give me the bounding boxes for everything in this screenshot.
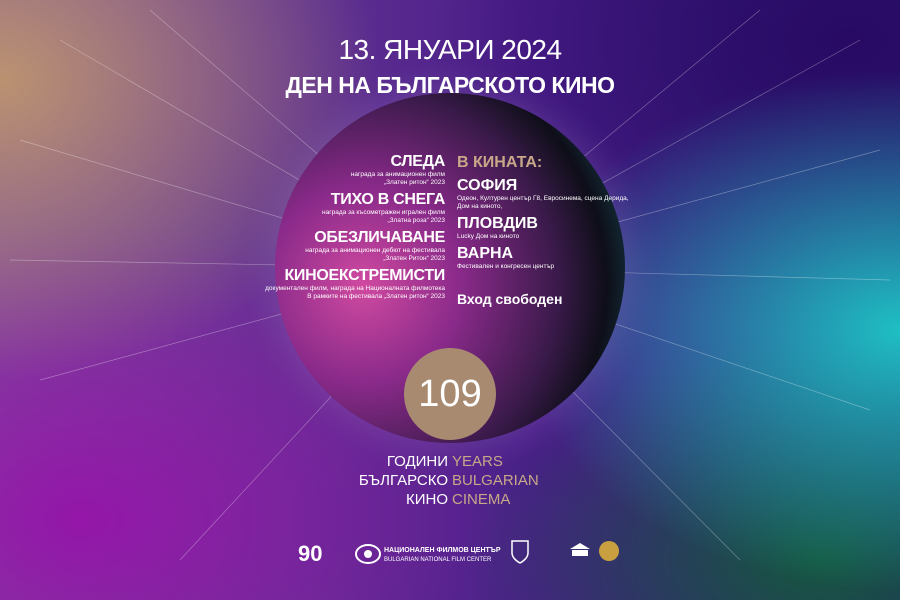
nfc-icon [355, 544, 381, 564]
date: 13. ЯНУАРИ 2024 [338, 34, 562, 65]
film: СЛЕДА награда за анимационен филм „Златен … [205, 153, 445, 187]
film: КИНОЕКСТРЕМИСТИ документален филм, наград… [205, 267, 445, 301]
cinema-heading: В КИНАТА: [457, 154, 543, 171]
film-note: „Златен Ритон“ 2023 [383, 255, 445, 262]
film-title: ТИХО В СНЕГА [330, 191, 446, 208]
anniversary-en: YEARS BULGARIAN CINEMA [452, 452, 539, 509]
city-logo [599, 541, 619, 561]
word-en: CINEMA [452, 491, 511, 508]
city: ВАРНА Фестивален и конгресен център [457, 245, 677, 271]
film-note: В рамките на фестивала „Златен ритон“ 20… [307, 293, 445, 300]
anniversary-bg: ГОДИНИ БЪЛГАРСКО КИНО [359, 452, 448, 509]
city: СОФИЯ Одеон, Културен център Г8, Евросине… [457, 177, 677, 211]
film-title: ОБЕЗЛИЧАВАНЕ [314, 229, 445, 246]
film-title: КИНОЕКСТРЕМИСТИ [284, 267, 445, 284]
word-bg: БЪЛГАРСКО [358, 472, 448, 489]
city-name: ПЛОВДИВ [457, 215, 538, 232]
film-note: „Златен ритон“ 2023 [383, 179, 445, 186]
city-name: СОФИЯ [457, 177, 518, 194]
nfc-bg: НАЦИОНАЛЕН ФИЛМОВ ЦЕНТЪР [384, 547, 501, 554]
film-title: СЛЕДА [390, 153, 445, 170]
film-list: СЛЕДА награда за анимационен филм „Златен … [205, 153, 445, 305]
logo-90: 90 [298, 541, 323, 566]
film: ТИХО В СНЕГА награда за късометражен игра… [205, 191, 445, 225]
film-note: награда за късометражен игрален филм [322, 209, 445, 216]
word-en: BULGARIAN [452, 472, 539, 489]
film-note: „Златна роза“ 2023 [387, 217, 445, 224]
word-en: YEARS [452, 453, 503, 470]
anniversary-badge: 109 [404, 348, 496, 440]
film-note: награда за анимационен филм [350, 171, 445, 178]
city: ПЛОВДИВ Lucky Дом на киното [457, 215, 677, 241]
title: ДЕН НА БЪЛГАРСКОТО КИНО [285, 72, 615, 98]
word-bg: ГОДИНИ [386, 453, 448, 470]
city-venues: Одеон, Културен център Г8, Евросинема, с… [457, 195, 629, 202]
cinema-list: В КИНАТА: СОФИЯ Одеон, Културен център Г8… [457, 153, 677, 307]
nfc-en: BULGARIAN NATIONAL FILM CENTER [384, 557, 492, 563]
sofia-crest [511, 540, 529, 564]
film-note: документален филм, награда на Национална… [265, 285, 445, 292]
city-venues: Фестивален и конгресен център [457, 263, 555, 270]
free-entry: Вход свободен [457, 291, 563, 307]
word-bg: КИНО [405, 491, 448, 508]
city-venues: Lucky Дом на киното [457, 233, 520, 240]
city-venues: Дом на киното, [457, 203, 503, 210]
cities: СОФИЯ Одеон, Културен център Г8, Евросине… [457, 177, 677, 271]
logos: 90 НАЦИОНАЛЕН ФИЛМОВ ЦЕНТЪР BULGARIAN NA… [0, 535, 900, 575]
city-name: ВАРНА [457, 245, 514, 262]
unesco-logo [570, 543, 590, 556]
film-note: награда за анимационен дебют на фестивал… [305, 247, 445, 254]
film: ОБЕЗЛИЧАВАНЕ награда за анимационен дебют… [205, 229, 445, 263]
